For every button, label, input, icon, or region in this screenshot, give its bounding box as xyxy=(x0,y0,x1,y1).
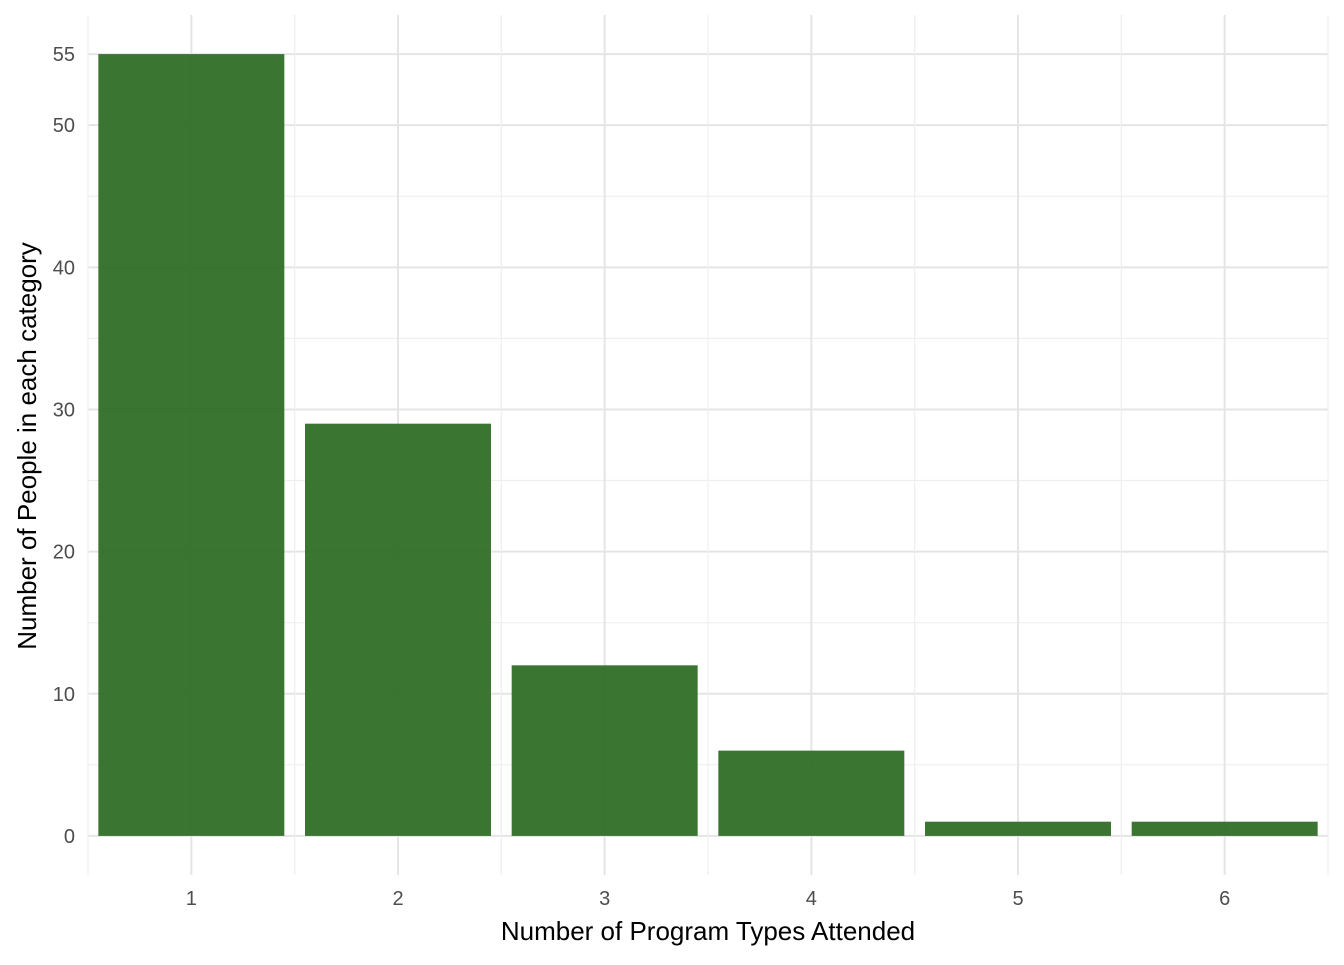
bar-3 xyxy=(511,665,698,836)
x-axis-title: Number of Program Types Attended xyxy=(501,916,915,946)
x-tick-label: 3 xyxy=(599,888,610,910)
x-tick-label: 6 xyxy=(1219,888,1230,910)
bar-6 xyxy=(1131,821,1318,836)
bars xyxy=(98,54,1318,836)
y-tick-label: 30 xyxy=(53,399,75,421)
bar-5 xyxy=(925,821,1111,836)
x-tick-label: 2 xyxy=(392,888,403,910)
x-tick-label: 1 xyxy=(186,888,197,910)
y-axis-ticks: 0 10 20 30 40 50 55 xyxy=(53,44,75,848)
y-tick-label: 10 xyxy=(53,684,75,706)
x-axis-ticks: 1 2 3 4 5 6 xyxy=(186,888,1230,910)
x-tick-label: 4 xyxy=(806,888,817,910)
y-tick-label: 55 xyxy=(53,44,75,66)
y-tick-label: 40 xyxy=(53,257,75,279)
y-axis-title: Number of People in each category xyxy=(12,242,42,650)
bar-4 xyxy=(718,750,905,836)
y-tick-label: 20 xyxy=(53,542,75,564)
bar-2 xyxy=(305,423,491,836)
bar-1 xyxy=(98,54,285,836)
y-tick-label: 50 xyxy=(53,115,75,137)
x-tick-label: 5 xyxy=(1012,888,1023,910)
y-tick-label: 0 xyxy=(64,826,75,848)
